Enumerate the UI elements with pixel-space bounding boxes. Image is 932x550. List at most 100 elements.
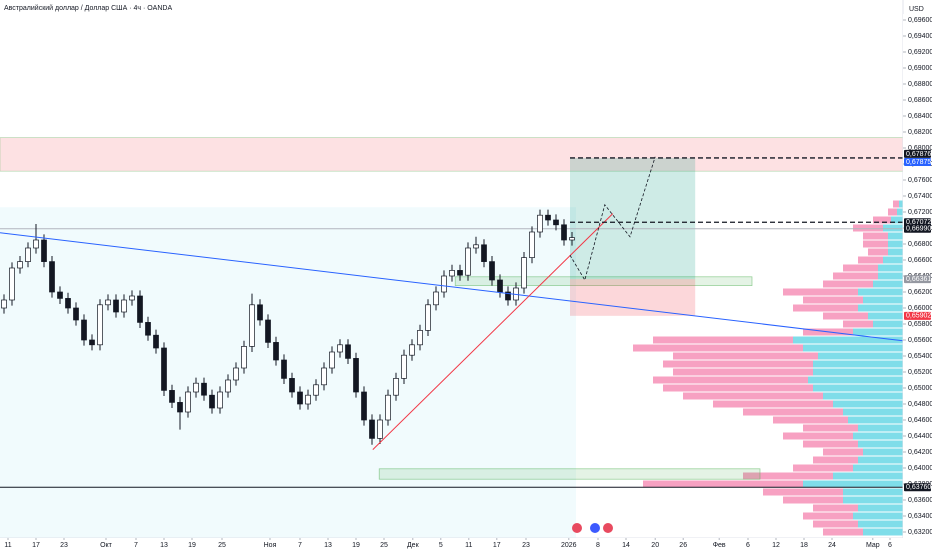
profile-up-bar [853,512,903,520]
resistance-zone [0,137,904,172]
candle-body [369,419,375,439]
x-tick-label: 6 [888,542,892,549]
y-tick-label: 0,63600 [908,497,932,504]
projection-path [569,156,656,282]
x-tick-label: 18 [800,542,808,549]
candle-body [49,261,55,293]
x-tick-label: 7 [298,542,302,549]
price-label-bg [904,218,931,227]
chart-title: Австралийский доллар / Доллар США · 4ч ·… [4,4,172,12]
candle-body [353,358,359,393]
candle-body [545,214,551,221]
y-tick-label: 0,67600 [908,177,932,184]
candle-body [201,382,207,396]
price-label-bg [904,275,931,284]
profile-down-bar [863,240,888,248]
candle-body [385,394,391,421]
candle-body [417,330,423,346]
x-tick-label: 17 [493,542,501,549]
y-tick-label: 0,63400 [908,513,932,520]
y-tick-label: 0,69000 [908,65,932,72]
profile-down-bar [803,512,853,520]
candle-body [153,334,159,349]
profile-down-bar [813,456,858,464]
candle-body [561,224,567,241]
profile-up-bar [858,440,903,448]
profile-up-bar [818,352,903,360]
candle-body [57,291,63,299]
candle-body [361,391,367,421]
y-tick-label: 0,69200 [908,49,932,56]
profile-up-bar [858,504,903,512]
y-tick-label: 0,64800 [908,401,932,408]
x-tick-label: 20 [651,542,659,549]
candle-body [145,322,151,336]
candle-body [441,275,447,293]
candle-body [9,267,15,301]
x-tick-label: 26 [679,542,687,549]
profile-down-bar [663,384,813,392]
y-tick-label: 0,65200 [908,369,932,376]
x-tick-label: 11 [465,542,472,549]
candle-body [25,247,31,262]
profile-up-bar [853,432,903,440]
trend-line [372,213,614,450]
profile-down-bar [783,496,843,504]
profile-down-bar [863,232,888,240]
profile-up-bar [813,360,903,368]
x-tick-label: 24 [828,542,836,549]
profile-up-bar [858,288,903,296]
candle-body [449,270,455,277]
profile-up-bar [858,424,903,432]
candle-body [425,304,431,331]
profile-up-bar [888,232,903,240]
candle-body [465,247,471,276]
profile-up-bar [813,384,903,392]
profile-down-bar [803,424,858,432]
candle-body [313,384,319,396]
candle-body [489,261,495,281]
profile-down-bar [783,432,853,440]
x-tick-label: 13 [160,542,168,549]
y-tick-label: 0,69600 [908,17,932,24]
profile-down-bar [843,264,878,272]
profile-down-bar [763,488,843,496]
profile-up-bar [813,368,903,376]
y-tick-label: 0,65600 [908,337,932,344]
profile-down-bar [713,400,833,408]
candle-body [169,390,175,403]
x-tick-label: Фев [713,542,726,549]
x-tick-label: 2026 [561,542,577,549]
candle-body [185,391,191,413]
y-tick-label: 0,63200 [908,529,932,536]
candle-body [137,295,143,323]
x-tick-label: Ноя [264,542,277,549]
y-tick-label: 0,67200 [908,209,932,216]
x-tick-label: 6 [746,542,750,549]
candle-body [257,304,263,321]
y-tick-label: 0,68000 [908,145,932,152]
x-tick-label: 25 [218,542,226,549]
event-icons [572,523,613,533]
candle-body [569,237,575,241]
profile-down-bar [873,216,891,224]
price-label-bg [904,149,931,158]
profile-down-bar [663,360,813,368]
price-label-bg [904,311,931,320]
candle-body [337,344,343,353]
profile-down-bar [773,416,848,424]
candle-body [377,419,383,439]
candle-body [249,304,255,347]
y-tick-label: 0,66600 [908,257,932,264]
profile-down-bar [683,392,823,400]
profile-up-bar [878,272,903,280]
x-tick-label: 25 [380,542,388,549]
candle-body [97,304,103,346]
y-tick-label: 0,66000 [908,305,932,312]
candle-body [409,344,415,356]
profile-down-bar [868,248,888,256]
profile-down-bar [823,448,863,456]
price-label: 0,66361 [906,276,931,283]
profile-up-bar [843,496,903,504]
candle-body [305,394,311,405]
